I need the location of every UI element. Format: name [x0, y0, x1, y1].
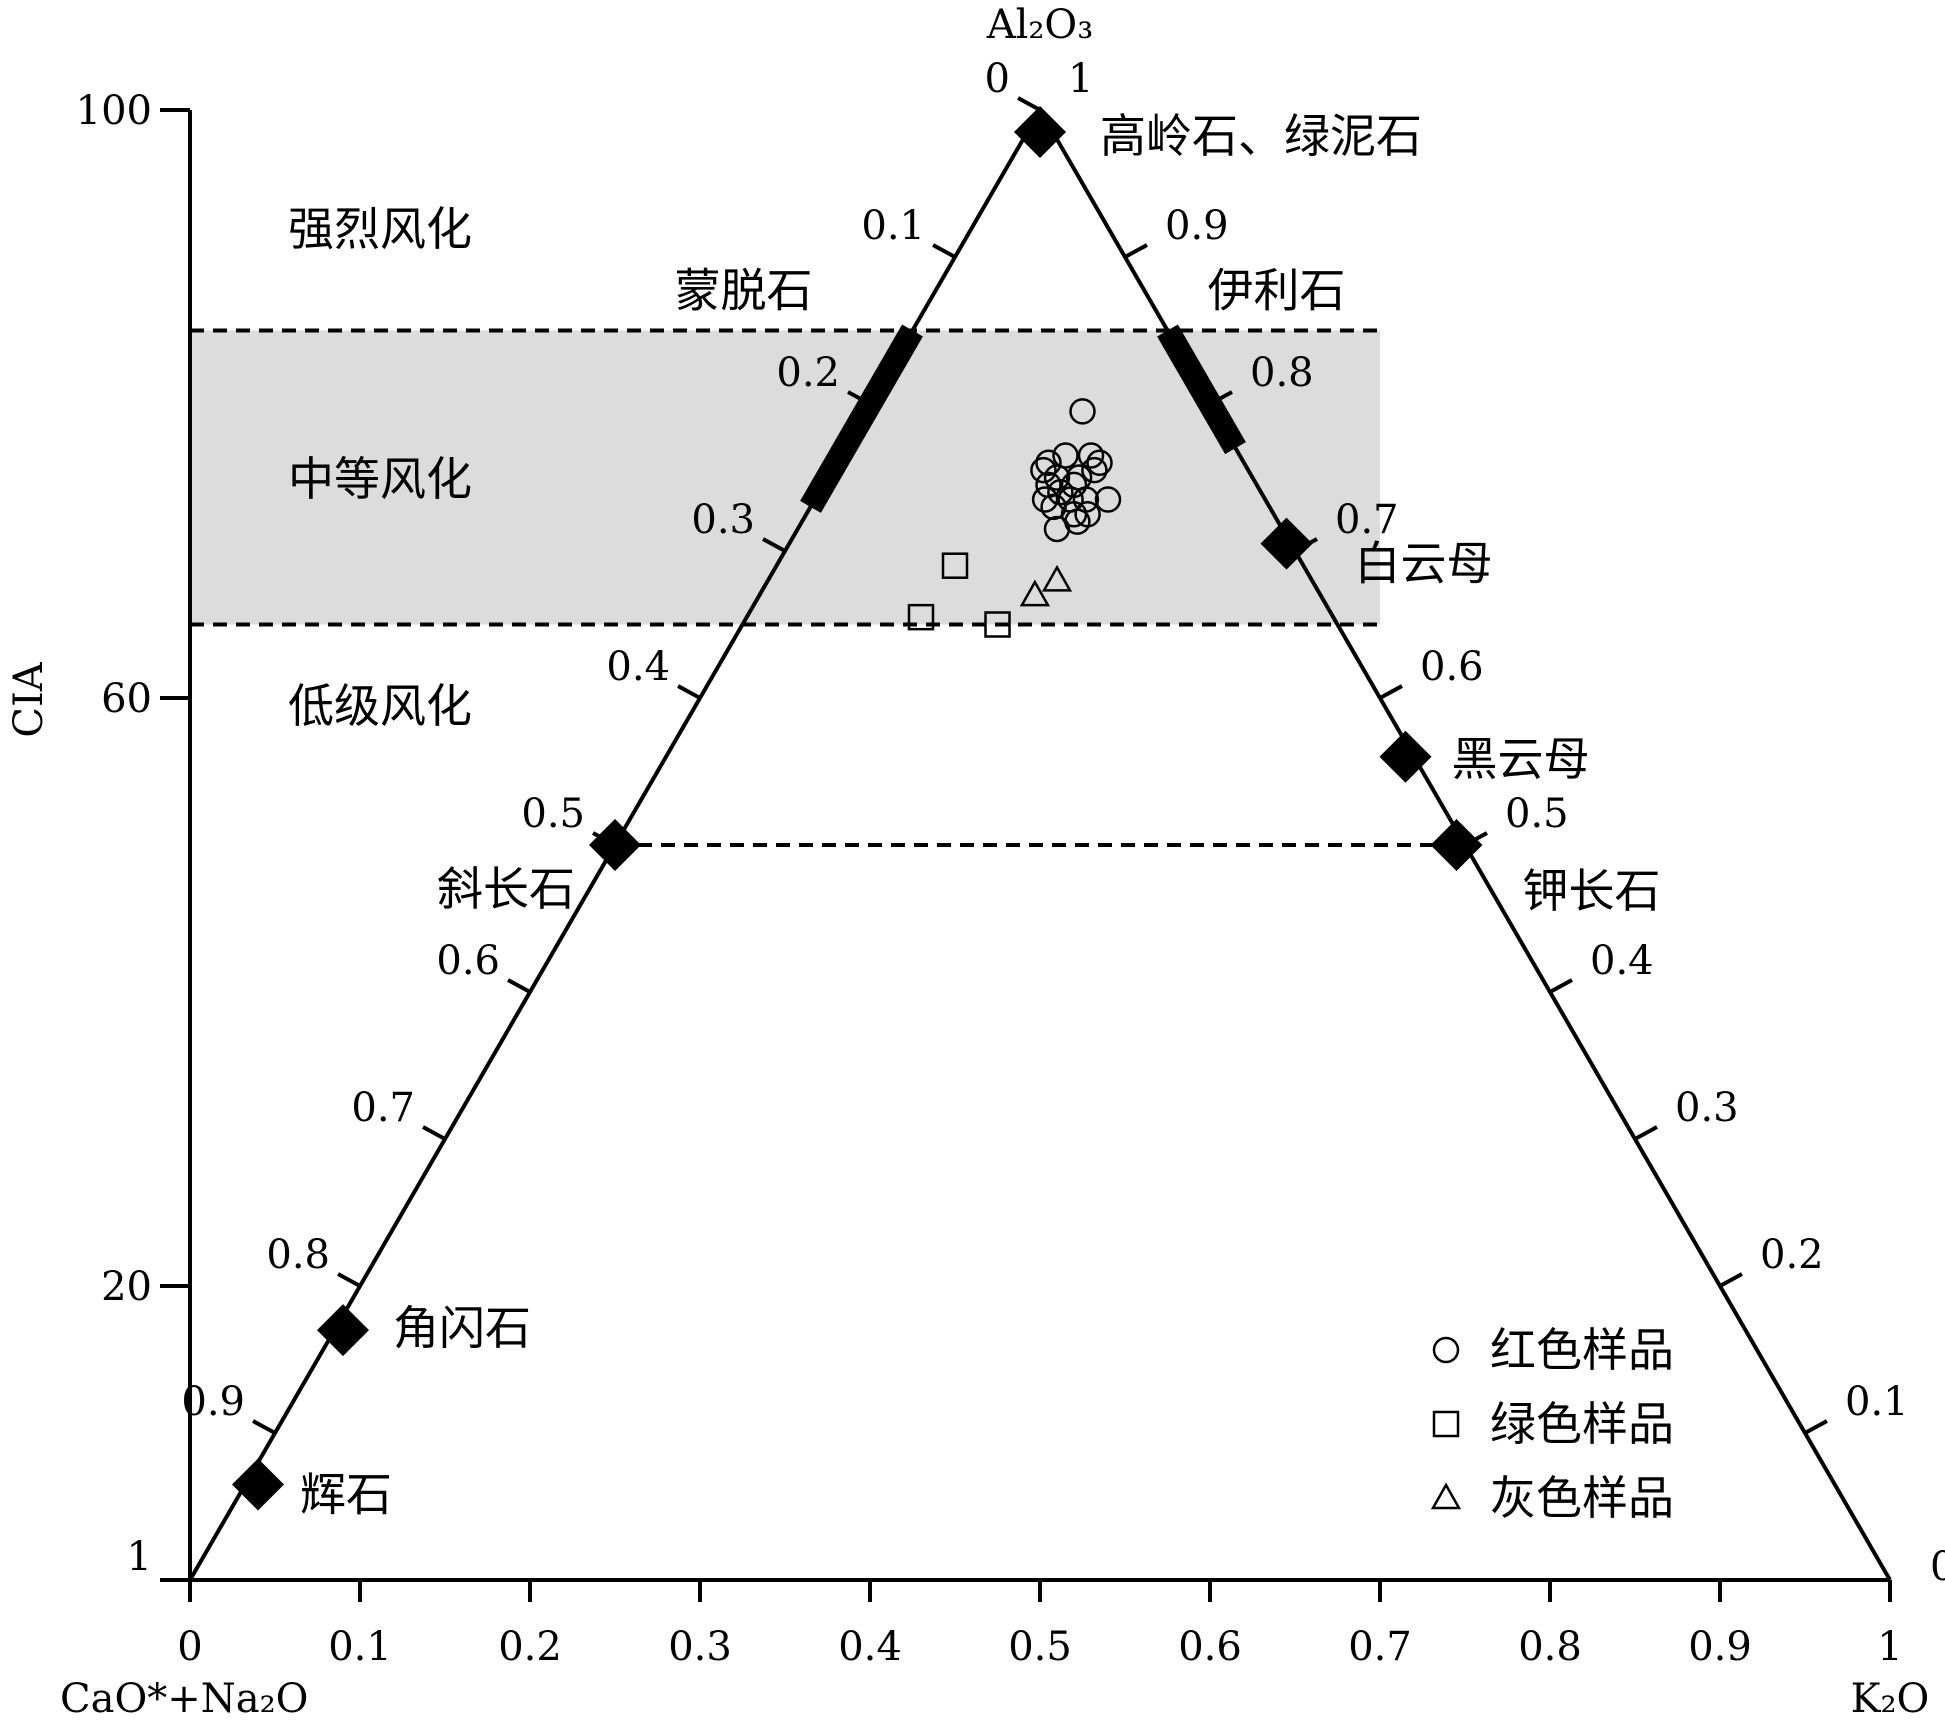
- x-tick-label: 0.5: [1008, 1624, 1072, 1670]
- mineral-marker: [1379, 730, 1432, 783]
- right-side-label: 0.8: [1250, 350, 1314, 396]
- mineral-range-bar: [800, 324, 923, 513]
- right-side-tick: [1124, 243, 1148, 259]
- left-side-label: 0: [985, 56, 1010, 102]
- mineral-label: 辉石: [300, 1467, 392, 1521]
- left-side-label: 0.6: [436, 938, 500, 984]
- mineral-label: 斜长石: [437, 862, 575, 916]
- mineral-range-bar: [1157, 324, 1246, 455]
- x-tick-label: 0.6: [1178, 1624, 1242, 1670]
- y-tick-label: 60: [101, 676, 152, 722]
- left-side-label: 0.1: [861, 203, 925, 249]
- right-side-label: 0.9: [1165, 203, 1229, 249]
- data-point-circle: [1043, 515, 1071, 543]
- legend-marker-square: [1432, 1410, 1460, 1438]
- right-side-label: 0: [1930, 1544, 1945, 1590]
- right-side-tick: [1634, 1125, 1658, 1141]
- x-tick-label: 0.8: [1518, 1624, 1582, 1670]
- mineral-marker: [232, 1458, 284, 1511]
- mineral-label: 高岭石、绿泥石: [1100, 109, 1422, 163]
- left-side-tick: [337, 1272, 361, 1288]
- mineral-label: 黑云母: [1452, 732, 1590, 786]
- zone-label: 强烈风化: [288, 202, 472, 256]
- x-tick-label: 0.7: [1348, 1624, 1412, 1670]
- legend-label: 绿色样品: [1490, 1397, 1674, 1451]
- data-point-square: [941, 552, 969, 579]
- left-side-tick: [422, 1125, 446, 1141]
- left-side-label: 0.8: [266, 1232, 330, 1278]
- left-side-label: 0.9: [181, 1379, 245, 1425]
- right-side-label: 0.2: [1760, 1232, 1824, 1278]
- right-side-tick: [1804, 1419, 1828, 1435]
- legend-marker-triangle: [1430, 1482, 1462, 1510]
- vertex-label-bottom-left: CaO*+Na₂O: [60, 1676, 308, 1722]
- data-point-triangle: [1019, 579, 1051, 607]
- x-tick-label: 0.2: [498, 1624, 562, 1670]
- left-side-label: 0.5: [521, 791, 585, 837]
- mineral-label: 伊利石: [1208, 264, 1346, 318]
- mineral-label: 角闪石: [393, 1301, 531, 1355]
- data-point-square: [907, 603, 935, 631]
- x-tick-label: 0.9: [1688, 1624, 1752, 1670]
- zone-shade: [190, 330, 1380, 625]
- x-tick-label: 0.4: [838, 1624, 902, 1670]
- vertex-label-bottom-right: K₂O: [1851, 1676, 1930, 1722]
- legend-label: 灰色样品: [1490, 1471, 1674, 1525]
- mineral-marker: [1260, 517, 1313, 570]
- right-side-label: 0.4: [1590, 938, 1654, 984]
- data-point-circle: [1030, 456, 1057, 484]
- data-point-circle: [1069, 398, 1096, 425]
- data-point-circle: [1094, 486, 1122, 513]
- zone-label: 低级风化: [288, 679, 472, 733]
- right-side-label: 0.1: [1845, 1379, 1909, 1425]
- mineral-label: 蒙脱石: [675, 264, 813, 318]
- left-side-tick: [677, 684, 701, 700]
- y-tick-label: 20: [101, 1264, 152, 1310]
- data-point-square: [984, 611, 1011, 638]
- mineral-marker: [1430, 819, 1483, 871]
- mineral-marker: [589, 819, 641, 871]
- left-side-tick: [1017, 96, 1041, 112]
- left-side-label: 0.2: [776, 350, 840, 396]
- left-side-tick: [252, 1419, 276, 1435]
- mineral-label: 白云母: [1355, 537, 1493, 591]
- left-side-tick: [762, 537, 786, 553]
- zone-label: 中等风化: [288, 452, 472, 506]
- left-side-tick: [932, 243, 956, 259]
- data-point-circle: [1086, 449, 1113, 477]
- data-point-circle: [1081, 456, 1108, 484]
- data-point-circle: [1077, 442, 1105, 469]
- right-side-tick: [1719, 1272, 1743, 1288]
- mineral-label: 钾长石: [1523, 864, 1661, 918]
- left-side-label: 0.7: [351, 1085, 415, 1131]
- right-side-label: 0.3: [1675, 1085, 1739, 1131]
- mineral-marker: [1014, 106, 1066, 159]
- right-side-label: 0.6: [1420, 644, 1484, 690]
- legend-label: 红色样品: [1490, 1323, 1674, 1377]
- y-axis-label: CIA: [6, 661, 52, 737]
- right-side-tick: [1379, 684, 1403, 700]
- left-side-label: 0.3: [691, 497, 755, 543]
- data-point-circle: [1035, 449, 1062, 477]
- legend-marker-circle: [1432, 1336, 1460, 1364]
- right-side-label: 0.5: [1505, 791, 1569, 837]
- vertex-label-top: Al₂O₃: [986, 2, 1094, 48]
- y-tick-label: 100: [76, 88, 152, 134]
- x-tick-label: 1: [1877, 1624, 1902, 1670]
- left-side-label: 0.4: [606, 644, 670, 690]
- x-tick-label: 0: [177, 1624, 202, 1670]
- x-tick-label: 0.1: [328, 1624, 392, 1670]
- right-side-label: 0.7: [1335, 497, 1399, 543]
- right-side-tick: [1549, 978, 1573, 994]
- data-point-circle: [1043, 464, 1071, 491]
- data-point-triangle: [1041, 564, 1073, 592]
- mineral-marker: [317, 1304, 369, 1357]
- right-side-label: 1: [1068, 56, 1093, 102]
- x-tick-label: 0.3: [668, 1624, 732, 1670]
- data-point-circle: [1031, 486, 1059, 513]
- left-side-tick: [507, 978, 531, 994]
- y-tick-label: 1: [127, 1534, 152, 1580]
